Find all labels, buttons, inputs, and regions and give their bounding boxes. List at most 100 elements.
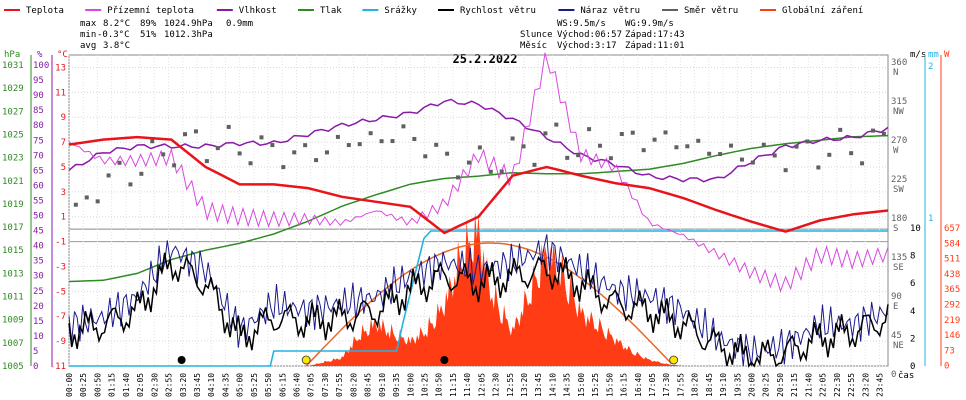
wind-direction-point bbox=[587, 127, 592, 132]
x-tick-label: 17:55 bbox=[676, 373, 685, 397]
x-tick-label: 10:25 bbox=[420, 373, 429, 397]
wind-direction-point bbox=[248, 161, 253, 166]
x-tick-label: 20:00 bbox=[748, 373, 757, 397]
tick-label-dir-deg: 360 bbox=[891, 58, 907, 68]
tick-label-ms: 0 bbox=[910, 362, 915, 372]
wind-direction-point bbox=[652, 137, 657, 142]
series-wind-speed bbox=[68, 252, 889, 368]
x-tick-label: 11:40 bbox=[463, 373, 472, 397]
x-tick-label: 23:20 bbox=[861, 373, 870, 397]
axis-unit-mm: mm bbox=[928, 50, 939, 60]
x-tick-label: 09:35 bbox=[392, 373, 401, 397]
wind-direction-point bbox=[412, 136, 417, 141]
wind-direction-point bbox=[881, 131, 886, 136]
tick-label-temp: 13 bbox=[55, 63, 66, 73]
axis-unit-hpa: hPa bbox=[4, 50, 20, 60]
wind-wg: WG:9.9m/s bbox=[625, 19, 674, 29]
tick-label-w: 146 bbox=[944, 331, 960, 341]
x-tick-label: 13:45 bbox=[534, 373, 543, 397]
stats-min-press: 1012.3hPa bbox=[164, 30, 213, 40]
moon-set: Západ:11:01 bbox=[625, 41, 685, 51]
chart-title: 25.2.2022 bbox=[452, 52, 517, 66]
x-tick-label: 14:35 bbox=[563, 373, 572, 397]
x-tick-label: 03:45 bbox=[193, 373, 202, 397]
wind-direction-point bbox=[816, 165, 821, 170]
x-tick-label: 16:15 bbox=[620, 373, 629, 397]
wind-direction-point bbox=[357, 142, 362, 147]
stats-max-label: max bbox=[80, 19, 97, 29]
tick-label-dir: NE bbox=[893, 341, 904, 351]
tick-label-temp: -1 bbox=[55, 238, 66, 248]
stats-min-label: min bbox=[80, 30, 96, 40]
legend-label: Vlhkost bbox=[239, 6, 277, 16]
stats-max-rain: 0.9mm bbox=[226, 19, 253, 29]
x-tick-label: 19:10 bbox=[719, 373, 728, 397]
tick-label-mm: 2 bbox=[928, 62, 933, 72]
left-axes: 1031102910271025102310211019101710151013… bbox=[2, 55, 66, 372]
x-tick-label: 03:20 bbox=[179, 373, 188, 397]
tick-label-hpa: 1023 bbox=[2, 154, 24, 164]
tick-label-w: 292 bbox=[944, 301, 960, 311]
tick-label-w: 365 bbox=[944, 285, 960, 295]
tick-label-ms: 6 bbox=[910, 279, 915, 289]
tick-label-hpa: 1027 bbox=[2, 107, 24, 117]
wind-direction-point bbox=[543, 131, 548, 136]
tick-label-w: 0 bbox=[944, 362, 949, 372]
series-humidity bbox=[68, 98, 889, 183]
tick-label-pct: 45 bbox=[33, 227, 44, 237]
x-tick-label: 11:15 bbox=[449, 373, 458, 397]
header: Teplota Přízemní teplota Vlhkost Tlak Srážky… bbox=[4, 6, 863, 51]
stats-max-temp: 8.2°C bbox=[103, 19, 130, 29]
wind-direction-point bbox=[838, 127, 843, 132]
wind-direction-point bbox=[324, 150, 329, 155]
x-tick-label: 22:30 bbox=[833, 373, 842, 397]
series-temperature bbox=[68, 135, 889, 235]
wind-direction-point bbox=[488, 169, 493, 174]
x-axis-unit: čas bbox=[898, 370, 914, 381]
legend-label: Náraz větru bbox=[580, 6, 640, 16]
x-tick-label: 23:45 bbox=[875, 373, 884, 397]
wind-direction-point bbox=[532, 162, 537, 167]
tick-label-ms: 8 bbox=[910, 252, 915, 262]
tick-label-dir-deg: 135 bbox=[891, 253, 907, 263]
wind-direction-point bbox=[630, 130, 635, 135]
wind-direction-point bbox=[805, 139, 810, 144]
stats-max-press: 1024.9hPa bbox=[164, 19, 213, 29]
tick-label-dir-deg: 45 bbox=[891, 331, 902, 341]
sun-label: Slunce bbox=[520, 30, 553, 40]
series-radiation-area bbox=[69, 211, 888, 366]
right-axes: 360N315NW270W225SW180S135SE90E45NE010864… bbox=[891, 55, 960, 380]
wind-direction-point bbox=[128, 182, 133, 187]
wind-direction-point bbox=[456, 175, 461, 180]
tick-label-hpa: 1007 bbox=[2, 339, 24, 349]
x-tick-label: 17:30 bbox=[662, 373, 671, 397]
sun-rise: Východ:06:57 bbox=[557, 30, 622, 40]
wind-direction-point bbox=[303, 143, 308, 148]
wind-direction-point bbox=[849, 151, 854, 156]
stats-max-hum: 89% bbox=[140, 19, 157, 29]
tick-label-pct: 5 bbox=[33, 347, 38, 357]
tick-label-temp: 9 bbox=[61, 113, 66, 123]
tick-label-pct: 80 bbox=[33, 121, 44, 131]
wind-direction-point bbox=[314, 158, 319, 163]
wind-direction-point bbox=[783, 168, 788, 173]
x-tick-label: 00:25 bbox=[79, 373, 88, 397]
x-tick-label: 17:05 bbox=[648, 373, 657, 397]
tick-label-pct: 25 bbox=[33, 287, 44, 297]
tick-label-dir: E bbox=[893, 302, 898, 312]
tick-label-temp: -5 bbox=[55, 287, 66, 297]
legend-label: Přízemní teplota bbox=[107, 6, 194, 16]
wind-direction-point bbox=[576, 153, 581, 158]
x-tick-label: 14:10 bbox=[548, 373, 557, 397]
series-ground-temperature bbox=[68, 52, 889, 293]
x-tick-label: 18:45 bbox=[705, 373, 714, 397]
wind-direction-point bbox=[401, 124, 406, 129]
wind-direction-point bbox=[718, 152, 723, 157]
wind-direction-point bbox=[739, 157, 744, 162]
tick-label-hpa: 1031 bbox=[2, 61, 24, 71]
x-axis: 00:00 00:25 00:50 01:15 01:40 02:05 02:30 02:55… bbox=[65, 373, 884, 397]
tick-label-mm: 1 bbox=[928, 214, 933, 224]
wind-direction-point bbox=[95, 199, 100, 204]
tick-label-hpa: 1011 bbox=[2, 293, 24, 303]
x-tick-label: 00:50 bbox=[93, 373, 102, 397]
